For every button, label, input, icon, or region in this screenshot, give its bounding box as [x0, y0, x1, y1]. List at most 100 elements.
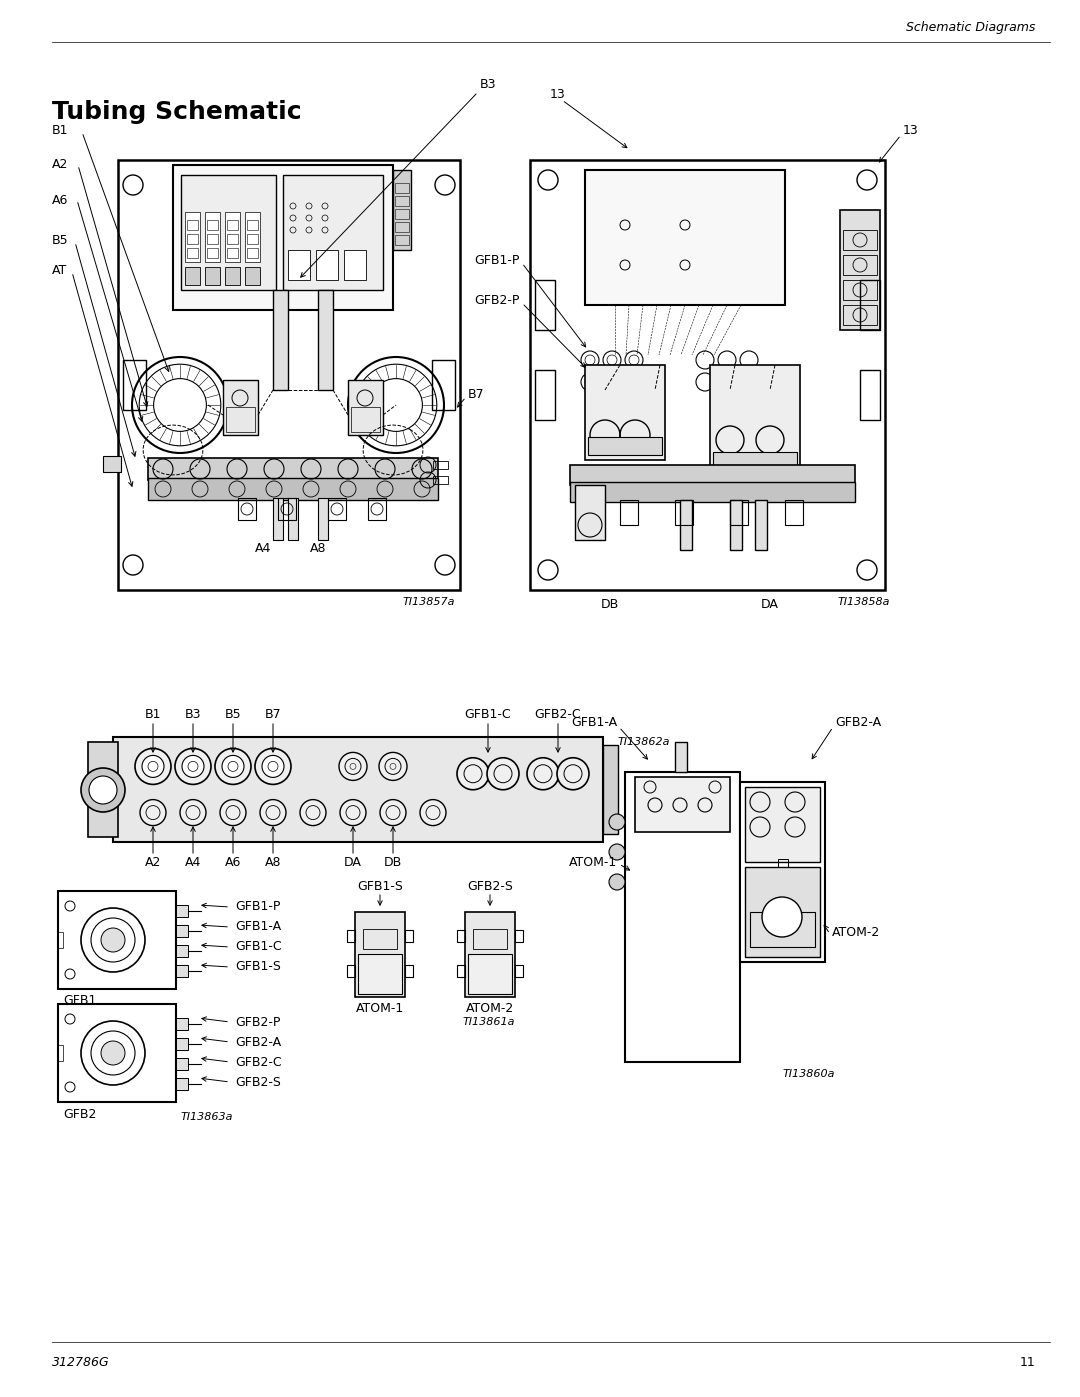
Bar — [187, 235, 198, 244]
Circle shape — [102, 1041, 125, 1065]
Bar — [227, 219, 238, 231]
Text: GFB2-S: GFB2-S — [235, 1076, 281, 1088]
Text: GFB2-P: GFB2-P — [235, 1016, 281, 1028]
Text: A2: A2 — [145, 855, 161, 869]
Text: GFB2-P: GFB2-P — [474, 293, 519, 306]
Bar — [745, 868, 820, 957]
Circle shape — [102, 928, 125, 951]
Bar — [205, 212, 220, 263]
Bar — [347, 965, 355, 977]
Bar — [745, 787, 820, 862]
Text: GFB2: GFB2 — [63, 1108, 96, 1120]
Text: A6: A6 — [52, 194, 68, 207]
Text: A8: A8 — [265, 855, 281, 869]
Bar — [176, 1038, 188, 1051]
Bar — [355, 912, 405, 997]
Bar — [345, 250, 366, 279]
Bar — [535, 370, 555, 420]
Bar — [860, 370, 880, 420]
Text: GFB1-A: GFB1-A — [235, 921, 281, 933]
Bar — [176, 965, 188, 977]
Bar — [288, 250, 310, 279]
Circle shape — [140, 799, 166, 826]
Bar — [395, 196, 409, 205]
Bar — [247, 249, 258, 258]
Bar — [187, 249, 198, 258]
Bar — [245, 212, 260, 263]
Bar — [473, 929, 507, 949]
Bar — [318, 291, 333, 390]
Bar — [405, 930, 413, 942]
Circle shape — [609, 844, 625, 861]
Bar — [318, 497, 328, 541]
Bar — [103, 455, 121, 472]
Bar — [176, 905, 188, 916]
Bar — [176, 1078, 188, 1090]
Bar — [515, 965, 523, 977]
Text: TI13857a: TI13857a — [403, 597, 455, 608]
Bar — [118, 161, 460, 590]
Bar — [395, 235, 409, 244]
Bar — [368, 497, 386, 520]
Bar — [227, 249, 238, 258]
Text: TI13861a: TI13861a — [462, 1017, 515, 1027]
Text: DB: DB — [383, 855, 402, 869]
Circle shape — [762, 897, 802, 937]
Bar — [176, 925, 188, 937]
Text: 13: 13 — [550, 88, 566, 102]
Bar — [585, 365, 665, 460]
Bar — [675, 500, 693, 525]
Text: GFB1-P: GFB1-P — [235, 901, 281, 914]
Text: A4: A4 — [185, 855, 201, 869]
Text: TI13860a: TI13860a — [783, 1069, 835, 1078]
Text: GFB1-A: GFB1-A — [571, 715, 617, 728]
Bar — [570, 465, 855, 485]
Bar — [222, 380, 258, 434]
Circle shape — [175, 749, 211, 784]
Text: GFB1-C: GFB1-C — [235, 940, 282, 954]
Bar — [148, 478, 438, 500]
Bar — [603, 745, 618, 834]
Bar — [625, 773, 740, 1062]
Bar — [730, 500, 742, 550]
Bar — [226, 407, 255, 432]
Bar — [755, 500, 767, 550]
Bar — [205, 267, 220, 285]
Circle shape — [457, 757, 489, 789]
Circle shape — [527, 757, 559, 789]
Circle shape — [180, 799, 206, 826]
Circle shape — [260, 799, 286, 826]
Text: DA: DA — [761, 598, 779, 612]
Bar — [238, 497, 256, 520]
Bar — [730, 500, 748, 525]
Bar — [778, 859, 788, 868]
Circle shape — [340, 799, 366, 826]
Bar — [530, 161, 885, 590]
Bar — [433, 476, 448, 483]
Text: GFB2-S: GFB2-S — [467, 880, 513, 894]
Bar — [395, 222, 409, 232]
Bar — [357, 954, 402, 995]
Bar — [173, 165, 393, 310]
Text: ATOM-2: ATOM-2 — [832, 925, 880, 939]
Bar — [273, 291, 288, 390]
Bar — [457, 965, 465, 977]
Text: Schematic Diagrams: Schematic Diagrams — [906, 21, 1035, 34]
Bar — [843, 231, 877, 250]
Bar — [843, 279, 877, 300]
Bar — [288, 497, 298, 541]
Bar — [620, 500, 638, 525]
Text: A4: A4 — [255, 542, 271, 555]
Text: AT: AT — [52, 264, 67, 277]
Bar — [840, 210, 880, 330]
Bar — [433, 461, 448, 469]
Bar — [843, 256, 877, 275]
Text: B1: B1 — [145, 708, 161, 721]
Bar — [176, 1018, 188, 1030]
Text: B5: B5 — [225, 708, 241, 721]
Bar — [395, 210, 409, 219]
Bar — [58, 891, 176, 989]
Bar — [58, 932, 63, 949]
Text: GFB2-A: GFB2-A — [835, 715, 881, 728]
Bar — [432, 360, 455, 409]
